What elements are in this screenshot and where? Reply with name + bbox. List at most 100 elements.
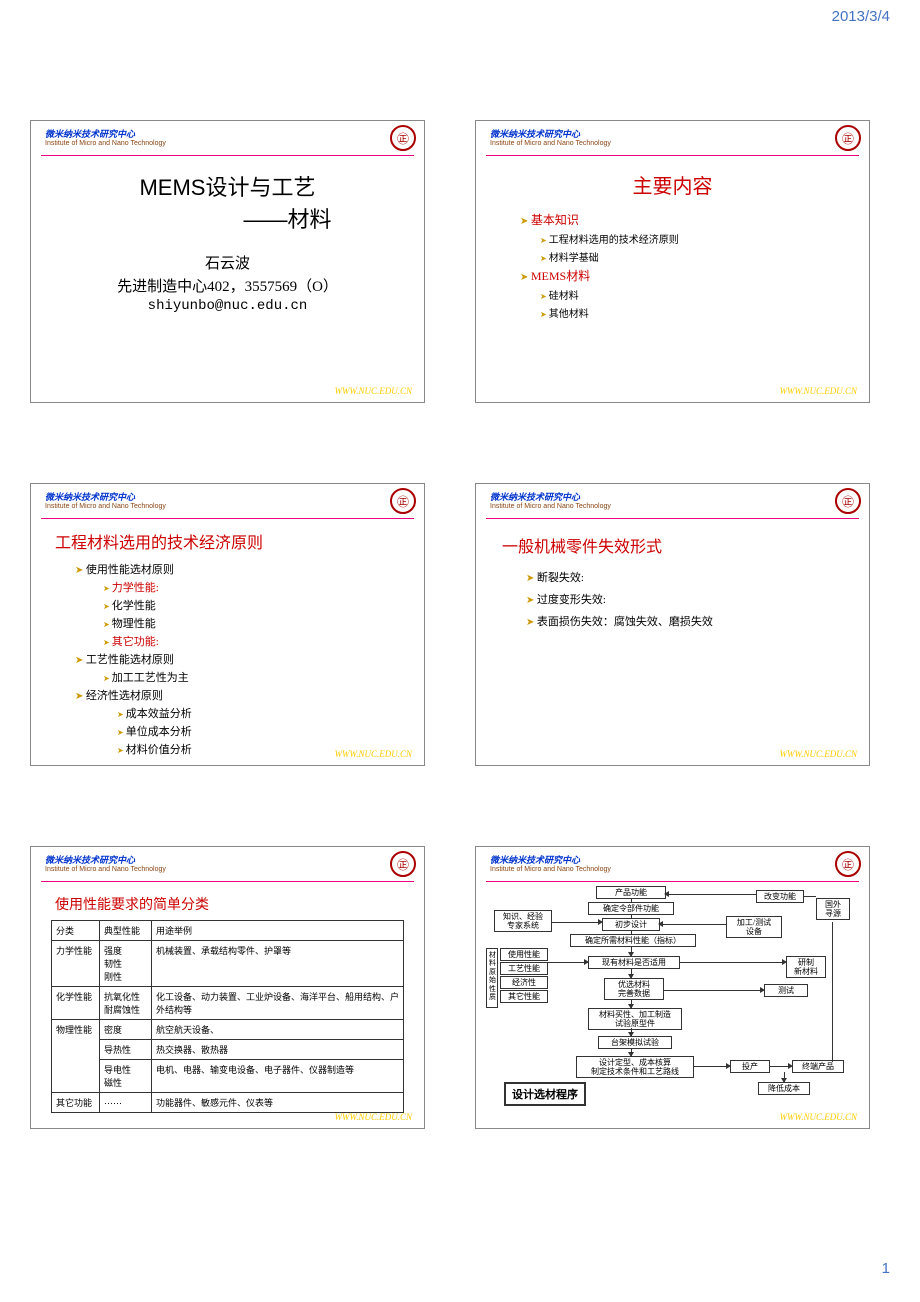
text: 使用性能选材原则: [86, 564, 174, 576]
table-row: 导热性 热交换器、散热器: [52, 1040, 404, 1060]
slides-grid: 微米纳米技术研究中心 Institute of Micro and Nano T…: [30, 120, 890, 1129]
footer-url: WWW.NUC.EDU.CN: [335, 1112, 412, 1122]
text: 材料学基础: [549, 253, 599, 264]
flow-node: 投产: [730, 1060, 770, 1073]
slide-6: 微米纳米技术研究中心 Institute of Micro and Nano T…: [475, 846, 870, 1129]
bullet-list: 使用性能选材原则 力学性能: 化学性能 物理性能 其它功能: 工艺性能选材原则 …: [51, 561, 404, 757]
footer-url: WWW.NUC.EDU.CN: [780, 749, 857, 759]
flow-edge: [680, 962, 786, 963]
header-en: Institute of Micro and Nano Technology: [45, 866, 414, 873]
arrow-icon: [726, 1063, 731, 1069]
flow-node: 研制 新材料: [786, 956, 826, 978]
list-item: 化学性能: [75, 597, 404, 613]
bullet-list: 基本知识 工程材料选用的技术经济原则 材料学基础 MEMS材料 硅材料 其他材料: [496, 211, 849, 320]
flow-edge: [548, 962, 588, 963]
footer-url: WWW.NUC.EDU.CN: [780, 1112, 857, 1122]
flow-edge: [631, 898, 632, 902]
arrow-icon: [664, 891, 669, 897]
logo-icon: ㊣: [835, 125, 861, 151]
text: 单位成本分析: [126, 726, 192, 738]
td: 电机、电器、输变电设备、电子器件、仪器制造等: [152, 1060, 404, 1093]
td: 其它功能: [52, 1093, 100, 1113]
list-item: 断裂失效:: [526, 569, 849, 585]
list-item: 加工工艺性为主: [75, 669, 404, 685]
td: 强度 韧性 刚性: [100, 941, 152, 987]
td: 化工设备、动力装置、工业炉设备、海洋平台、船用结构、户外结构等: [152, 987, 404, 1020]
text: 加工工艺性为主: [112, 672, 189, 684]
bullet-list: 断裂失效: 过度变形失效: 表面损伤失效：腐蚀失效、磨损失效: [496, 569, 849, 629]
slide6-flowchart: 产品功能 确定令部件功能 初步设计 确定所需材料性能（指标） 现有材料是否适用 …: [476, 882, 869, 1112]
text: 断裂失效:: [537, 572, 584, 584]
slide-4: 微米纳米技术研究中心 Institute of Micro and Nano T…: [475, 483, 870, 766]
flow-node: 台架模拟试验: [598, 1036, 672, 1049]
td: 机械装置、承载结构零件、护罩等: [152, 941, 404, 987]
table-row: 其它功能 …… 功能器件、敏感元件、仪表等: [52, 1093, 404, 1113]
flow-node: 改变功能: [756, 890, 804, 903]
text: 材料价值分析: [126, 744, 192, 756]
footer-url: WWW.NUC.EDU.CN: [335, 749, 412, 759]
slide-header: 微米纳米技术研究中心 Institute of Micro and Nano T…: [31, 847, 424, 881]
slide-2: 微米纳米技术研究中心 Institute of Micro and Nano T…: [475, 120, 870, 403]
slide1-email: shiyunbo@nuc.edu.cn: [51, 298, 404, 314]
text: 经济性选材原则: [86, 690, 163, 702]
flow-node: 加工/测试 设备: [726, 916, 782, 938]
list-item: 经济性选材原则: [75, 687, 404, 703]
text: MEMS材料: [531, 269, 590, 283]
slide4-title: 一般机械零件失效形式: [502, 533, 849, 557]
slide1-subtitle: ——材料: [51, 202, 404, 234]
slide-body: 主要内容 基本知识 工程材料选用的技术经济原则 材料学基础 MEMS材料 硅材料…: [476, 156, 869, 327]
flow-node: 其它性能: [500, 990, 548, 1003]
slide1-affil: 先进制造中心402，3557569（O）: [51, 275, 404, 296]
table-row: 力学性能 强度 韧性 刚性 机械装置、承载结构零件、护罩等: [52, 941, 404, 987]
slide-header: 微米纳米技术研究中心 Institute of Micro and Nano T…: [31, 484, 424, 518]
td: 化学性能: [52, 987, 100, 1020]
flow-node: 材 料 原 始 性 质: [486, 948, 498, 1008]
flow-node: 材料买性、加工制造 试验原型件: [588, 1008, 682, 1030]
td: ……: [100, 1093, 152, 1113]
list-item: 基本知识: [520, 211, 849, 228]
footer-url: WWW.NUC.EDU.CN: [780, 386, 857, 396]
slide-header: 微米纳米技术研究中心 Institute of Micro and Nano T…: [31, 121, 424, 155]
list-item: 表面损伤失效：腐蚀失效、磨损失效: [526, 613, 849, 629]
slide-body: MEMS设计与工艺 ——材料 石云波 先进制造中心402，3557569（O） …: [31, 156, 424, 318]
flow-node: 终端产品: [792, 1060, 844, 1073]
table-row: 化学性能 抗氧化性 耐腐蚀性 化工设备、动力装置、工业炉设备、海洋平台、船用结构…: [52, 987, 404, 1020]
text: 表面损伤失效：腐蚀失效、磨损失效: [537, 616, 713, 628]
flow-edge: [631, 930, 632, 934]
td: 力学性能: [52, 941, 100, 987]
td: 导热性: [100, 1040, 152, 1060]
th: 分类: [52, 921, 100, 941]
flow-edge: [666, 894, 756, 895]
td: 物理性能: [52, 1020, 100, 1093]
table-row: 物理性能 密度 航空航天设备、: [52, 1020, 404, 1040]
arrow-icon: [658, 921, 663, 927]
flow-node: 国外 寻源: [816, 898, 850, 920]
slide6-caption: 设计选材程序: [504, 1082, 586, 1106]
slide-body: 工程材料选用的技术经济原则 使用性能选材原则 力学性能: 化学性能 物理性能 其…: [31, 519, 424, 763]
flow-edge: [694, 1066, 730, 1067]
flow-node: 使用性能: [500, 948, 548, 961]
arrow-icon: [598, 919, 603, 925]
arrow-icon: [628, 1032, 634, 1037]
slide5-title: 使用性能要求的简单分类: [55, 894, 404, 914]
text: 其它功能:: [112, 636, 159, 648]
slide1-author: 石云波: [51, 252, 404, 273]
text: 基本知识: [531, 213, 579, 227]
td: 抗氧化性 耐腐蚀性: [100, 987, 152, 1020]
list-item: 其它功能:: [75, 633, 404, 649]
list-item: 硅材料: [520, 287, 849, 302]
flow-node: 现有材料是否适用: [588, 956, 680, 969]
header-cn: 微米纳米技术研究中心: [490, 853, 859, 866]
list-item: 使用性能选材原则: [75, 561, 404, 577]
header-en: Institute of Micro and Nano Technology: [45, 140, 414, 147]
header-cn: 微米纳米技术研究中心: [45, 127, 414, 140]
td: 功能器件、敏感元件、仪表等: [152, 1093, 404, 1113]
flow-node: 测试: [764, 984, 808, 997]
list-item: 单位成本分析: [75, 723, 404, 739]
flow-node: 工艺性能: [500, 962, 548, 975]
slide-5: 微米纳米技术研究中心 Institute of Micro and Nano T…: [30, 846, 425, 1129]
header-en: Institute of Micro and Nano Technology: [45, 503, 414, 510]
arrow-icon: [788, 1063, 793, 1069]
header-en: Institute of Micro and Nano Technology: [490, 503, 859, 510]
flow-edge: [552, 922, 602, 923]
